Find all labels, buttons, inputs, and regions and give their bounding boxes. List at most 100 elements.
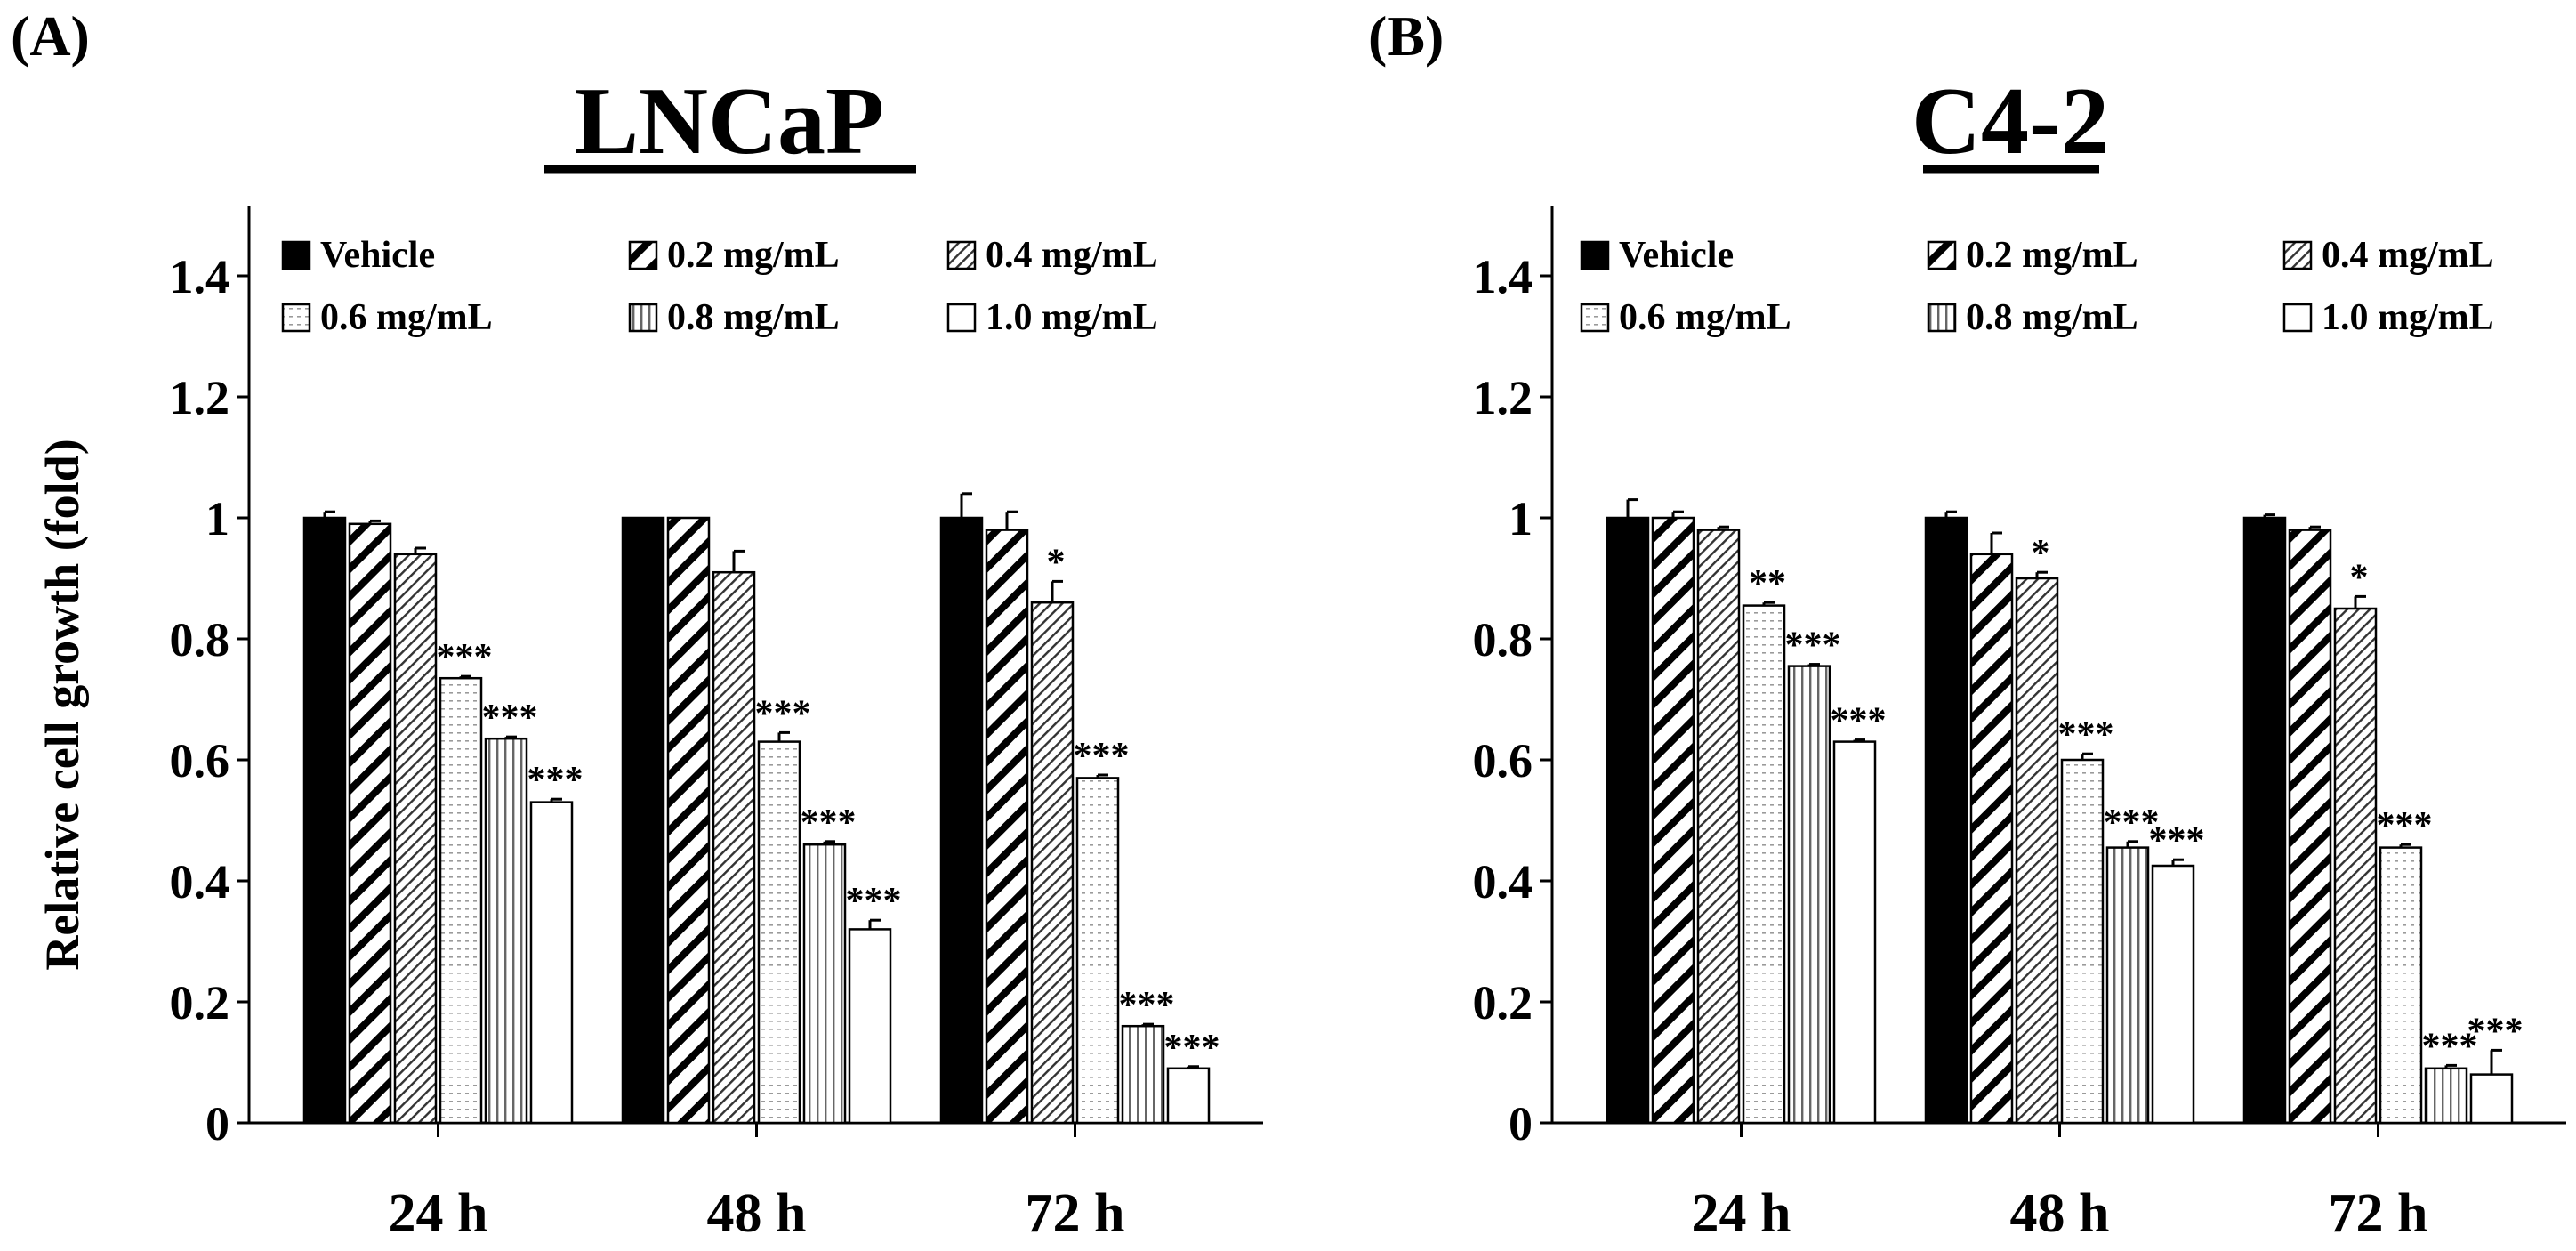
significance-label: *** <box>527 760 584 801</box>
significance-label: *** <box>2467 1011 2524 1052</box>
y-tick-label: 0.6 <box>1473 734 1534 787</box>
bar <box>802 843 847 1125</box>
bar <box>2333 607 2378 1125</box>
y-tick-label: 0 <box>205 1097 229 1150</box>
significance-label: *** <box>437 637 493 678</box>
legend-label: 0.6 mg/mL <box>320 297 493 338</box>
y-tick-label: 1 <box>1509 492 1533 545</box>
y-tick-label: 0.2 <box>170 976 230 1029</box>
bar <box>348 522 392 1125</box>
bar <box>2105 846 2150 1125</box>
bar <box>2242 516 2287 1125</box>
bar <box>985 529 1029 1125</box>
significance-label: * <box>2032 533 2050 574</box>
significance-label: *** <box>1164 1028 1220 1069</box>
significance-label: *** <box>2377 805 2433 846</box>
bar <box>2469 1073 2514 1125</box>
bar <box>529 801 574 1125</box>
legend-label: 0.8 mg/mL <box>1966 297 2138 338</box>
legend-swatch <box>1927 240 1957 270</box>
legend-label: 0.4 mg/mL <box>986 235 1158 276</box>
bar <box>484 737 528 1125</box>
bar <box>757 740 801 1125</box>
significance-label: *** <box>482 698 538 738</box>
bar <box>302 516 347 1125</box>
legend-swatch <box>281 303 311 333</box>
panel-label: (A) <box>11 4 90 68</box>
y-tick-label: 1.2 <box>170 371 230 424</box>
x-tick-label: 48 h <box>2010 1183 2110 1244</box>
bar <box>2060 758 2105 1125</box>
panel-c4-2: (B) C4-2 0 0.2 0.4 0.6 0.8 1 1.2 1.4 24 h 48 h 72 h *… <box>1368 4 2566 1244</box>
significance-label: *** <box>1785 626 1841 666</box>
legend-swatch <box>1580 240 1610 270</box>
bar <box>848 928 892 1125</box>
bar <box>1832 740 1877 1125</box>
legend-label: 0.2 mg/mL <box>667 235 840 276</box>
bar <box>2379 846 2423 1125</box>
bar <box>1030 601 1075 1125</box>
legend-label: Vehicle <box>1619 235 1734 276</box>
y-axis-label: Relative cell growth (fold) <box>36 439 89 970</box>
legend-label: 1.0 mg/mL <box>2322 297 2494 338</box>
legend-label: Vehicle <box>320 235 435 276</box>
bar <box>621 516 665 1125</box>
significance-label: *** <box>1074 736 1130 777</box>
bar <box>1924 516 1968 1125</box>
legend-swatch <box>1580 303 1610 333</box>
bar <box>1787 665 1831 1125</box>
significance-label: *** <box>2149 820 2205 861</box>
legend-label: 0.6 mg/mL <box>1619 297 1791 338</box>
bar <box>1166 1067 1211 1125</box>
y-tick-label: 0.4 <box>1473 855 1534 908</box>
y-tick-label: 1.4 <box>1473 250 1534 303</box>
significance-label: *** <box>2058 714 2114 755</box>
legend-swatch <box>2282 240 2313 270</box>
significance-label: *** <box>2422 1026 2478 1067</box>
x-tick-label: 24 h <box>1692 1183 1791 1244</box>
y-tick-label: 0.8 <box>170 613 230 666</box>
panel-label: (B) <box>1368 4 1444 68</box>
y-tick-label: 1.4 <box>170 250 230 303</box>
legend-swatch <box>628 240 658 270</box>
panel-lncap: (A) LNCaP Relative cell growth (fold) 0 0.2 0… <box>11 4 1263 1244</box>
bar <box>939 516 984 1125</box>
bar <box>2288 529 2332 1125</box>
significance-label: * <box>2350 557 2369 598</box>
bar <box>1969 553 2014 1125</box>
legend-swatch <box>281 240 311 270</box>
legend-swatch <box>2282 303 2313 333</box>
legend-swatch <box>946 303 977 333</box>
legend-label: 1.0 mg/mL <box>986 297 1158 338</box>
bar <box>1696 529 1741 1125</box>
bar <box>2151 864 2195 1125</box>
legend-swatch <box>628 303 658 333</box>
bar <box>393 553 438 1125</box>
bar <box>1075 777 1120 1125</box>
legend-label: 0.2 mg/mL <box>1966 235 2138 276</box>
x-tick-label: 48 h <box>707 1183 807 1244</box>
x-tick-label: 72 h <box>2329 1183 2428 1244</box>
legend-label: 0.8 mg/mL <box>667 297 840 338</box>
legend-swatch <box>1927 303 1957 333</box>
bar <box>439 676 483 1125</box>
bar <box>2424 1067 2468 1125</box>
bar <box>1121 1024 1165 1125</box>
bar <box>1742 604 1786 1125</box>
legend-label: 0.4 mg/mL <box>2322 235 2494 276</box>
y-tick-label: 0.8 <box>1473 613 1534 666</box>
significance-label: *** <box>801 803 857 843</box>
bar <box>712 570 756 1125</box>
significance-label: *** <box>846 881 902 922</box>
significance-label: * <box>1047 542 1066 583</box>
bar <box>666 516 711 1125</box>
significance-label: *** <box>755 693 811 734</box>
bar <box>1606 516 1650 1125</box>
y-tick-label: 0.2 <box>1473 976 1534 1029</box>
bar <box>1651 516 1695 1125</box>
significance-label: ** <box>1749 563 1786 604</box>
chart-title: LNCaP <box>575 69 884 174</box>
y-tick-label: 1 <box>205 492 229 545</box>
y-tick-label: 1.2 <box>1473 371 1534 424</box>
